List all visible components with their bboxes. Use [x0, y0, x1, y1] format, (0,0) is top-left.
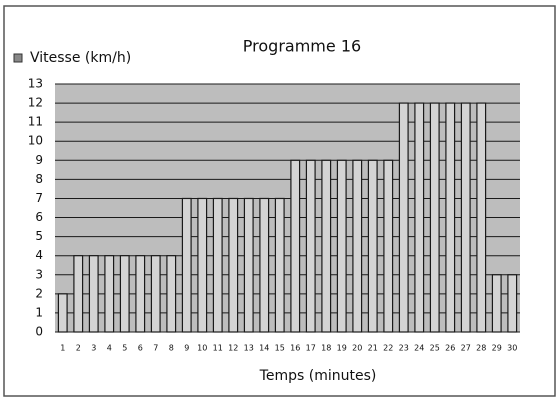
bar [135, 255, 146, 333]
x-tick-label: 27 [461, 344, 471, 353]
y-tick-label: 1 [35, 305, 43, 319]
x-tick-label: 30 [507, 344, 517, 353]
bar [104, 255, 115, 333]
x-tick-label: 9 [184, 344, 189, 353]
x-tick-label: 20 [352, 344, 362, 353]
y-tick-label: 13 [28, 77, 43, 91]
y-tick-label: 3 [35, 267, 43, 281]
bar [274, 197, 285, 333]
bar [507, 274, 518, 333]
x-tick-label: 17 [306, 344, 316, 353]
x-axis-label: Temps (minutes) [259, 368, 377, 384]
legend-swatch [13, 53, 23, 63]
bar [414, 102, 425, 333]
x-tick-label: 2 [76, 344, 81, 353]
bar [383, 159, 394, 333]
x-tick-label: 13 [244, 344, 254, 353]
y-tick-label: 2 [35, 286, 43, 300]
bar [57, 293, 68, 333]
x-tick-label: 4 [107, 344, 112, 353]
bar [166, 255, 177, 333]
bar [150, 255, 161, 333]
bar [290, 159, 301, 333]
x-tick-label: 29 [492, 344, 502, 353]
bar [243, 197, 254, 333]
bar [321, 159, 332, 333]
y-tick-label: 8 [35, 172, 43, 186]
x-tick-label: 10 [197, 344, 207, 353]
x-tick-label: 24 [414, 344, 424, 353]
bar [228, 197, 239, 333]
bar [491, 274, 502, 333]
bar [352, 159, 363, 333]
bar [398, 102, 409, 333]
bar [197, 197, 208, 333]
x-tick-label: 26 [445, 344, 455, 353]
bar [476, 102, 487, 333]
bar [429, 102, 440, 333]
chart-title: Programme 16 [243, 37, 361, 56]
bar [119, 255, 130, 333]
x-tick-label: 25 [430, 344, 440, 353]
y-tick-label: 10 [28, 134, 43, 148]
y-tick-label: 11 [28, 115, 43, 129]
x-tick-label: 19 [337, 344, 347, 353]
y-tick-label: 4 [35, 248, 43, 262]
x-tick-label: 23 [399, 344, 409, 353]
x-tick-label: 5 [122, 344, 127, 353]
legend-label: Vitesse (km/h) [30, 50, 131, 66]
plot-area [55, 84, 520, 332]
bar [460, 102, 471, 333]
y-tick-label: 6 [35, 210, 43, 224]
x-tick-label: 16 [290, 344, 300, 353]
bar [305, 159, 316, 333]
x-tick-label: 3 [91, 344, 96, 353]
x-tick-label: 14 [259, 344, 269, 353]
x-tick-label: 22 [383, 344, 393, 353]
x-tick-label: 18 [321, 344, 331, 353]
y-tick-label: 12 [28, 96, 43, 110]
bar [181, 197, 192, 333]
x-tick-label: 8 [169, 344, 174, 353]
y-tick-label: 5 [35, 229, 43, 243]
bar [212, 197, 223, 333]
x-tick-label: 7 [153, 344, 158, 353]
x-tick-label: 12 [228, 344, 238, 353]
x-tick-label: 6 [138, 344, 143, 353]
x-tick-label: 15 [275, 344, 285, 353]
y-tick-label: 0 [35, 325, 43, 339]
x-tick-label: 21 [368, 344, 378, 353]
y-tick-label: 7 [35, 191, 43, 205]
bar [367, 159, 378, 333]
bar [445, 102, 456, 333]
bar [336, 159, 347, 333]
bar [88, 255, 99, 333]
x-tick-label: 1 [60, 344, 65, 353]
bar [259, 197, 270, 333]
x-tick-label: 11 [213, 344, 223, 353]
y-tick-label: 9 [35, 153, 43, 167]
x-tick-label: 28 [476, 344, 486, 353]
bar [73, 255, 84, 333]
